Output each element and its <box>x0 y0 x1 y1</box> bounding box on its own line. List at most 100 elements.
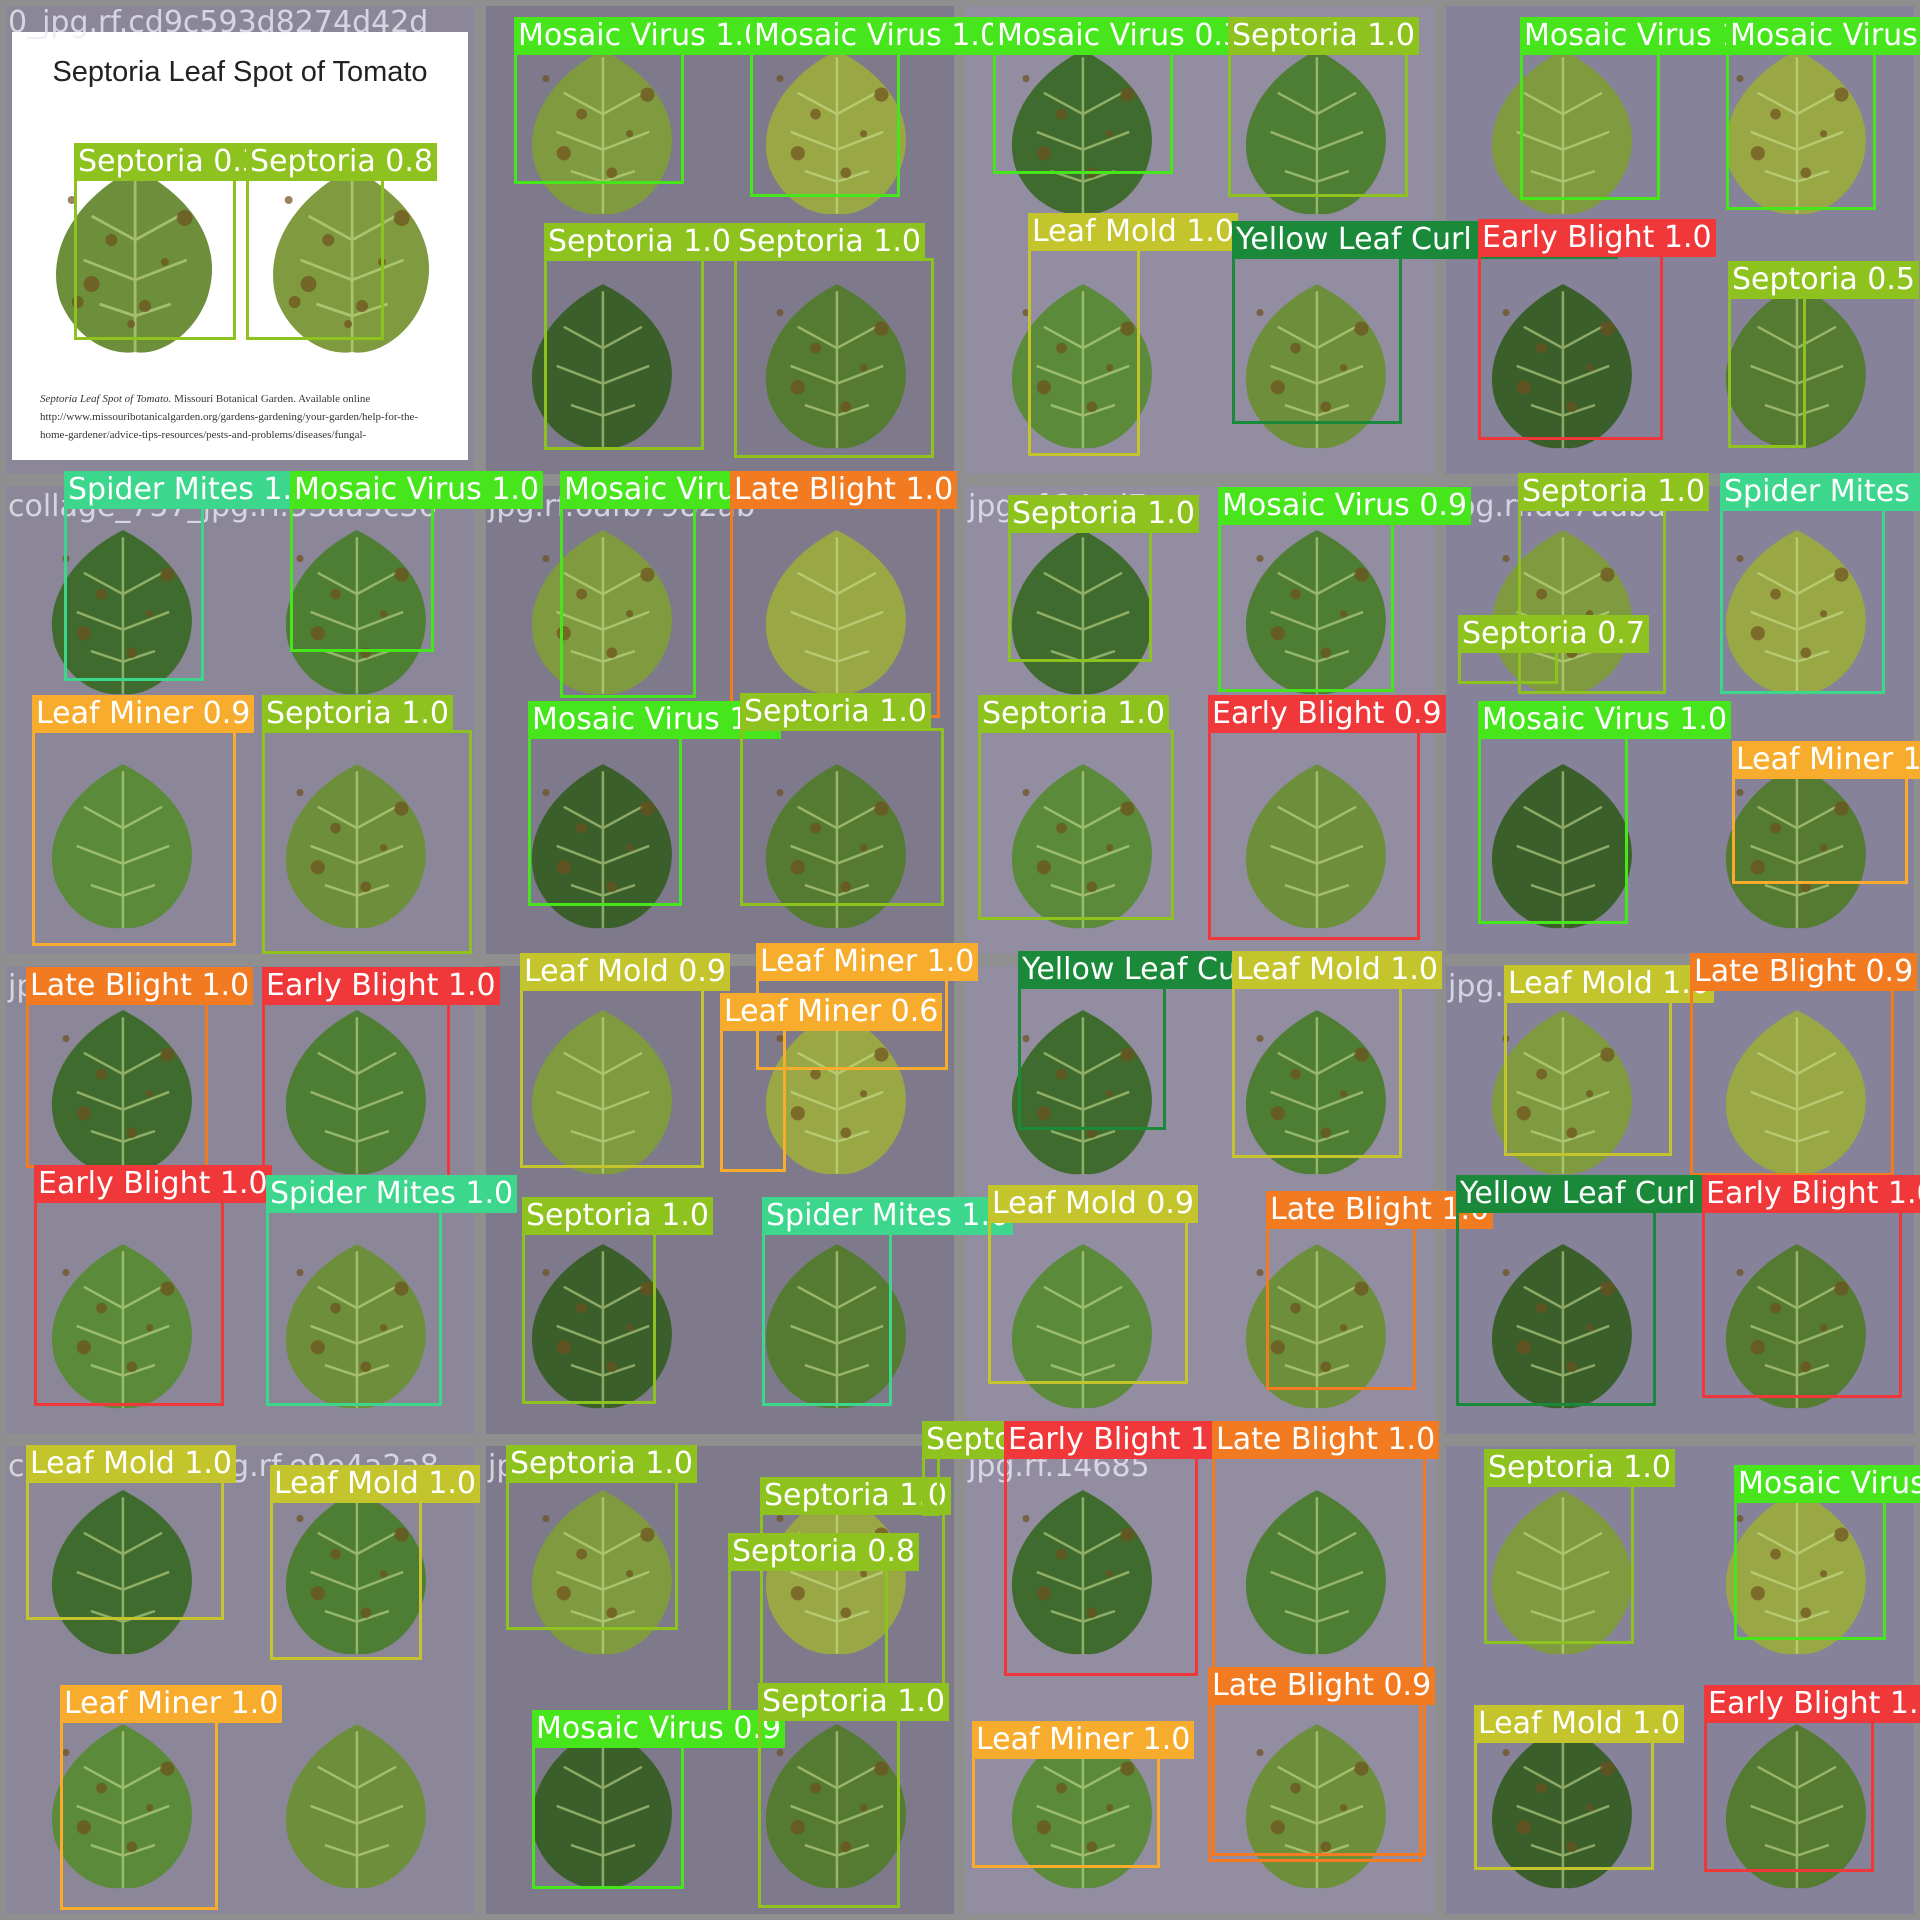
detection-label: Septoria 0.8 <box>246 143 437 181</box>
detection-box: Leaf Mold 1.0 <box>1028 213 1238 456</box>
detection-box: Leaf Mold 1.0 <box>1474 1705 1684 1870</box>
leaf-photo <box>1228 1717 1406 1895</box>
leaf-photo <box>253 160 451 360</box>
leaf-photo <box>1474 1717 1652 1895</box>
detection-label: Mosaic Virus 1.0 <box>1734 1465 1920 1503</box>
leaf-photo <box>1228 43 1406 221</box>
detection-label: Septoria 1.0 <box>522 1197 713 1235</box>
detection-box: Septoria 0.7 <box>1458 615 1649 684</box>
detection-label: Septoria 1.0 <box>734 223 925 261</box>
leaf-photo <box>1474 277 1652 455</box>
detection-label: Early Blight 1.0 <box>1702 1175 1920 1213</box>
detection-box: Late Blight 1.0 <box>26 967 254 1168</box>
detection-box: Septoria 1.0 <box>522 1197 713 1404</box>
leaf-photo <box>34 757 212 935</box>
collage-tile <box>486 1446 954 1914</box>
detection-label: Leaf Miner 1.0 <box>756 943 979 981</box>
detection-box: Mosaic Virus 1.0 <box>1734 1465 1920 1640</box>
detection-label: Septoria 1.0 <box>1518 473 1709 511</box>
detection-box: Leaf Miner 1.0 <box>972 1721 1195 1868</box>
detection-box: Leaf Mold 0.9 <box>988 1185 1198 1384</box>
detection-box: Septoria 1.0 <box>544 223 735 450</box>
leaf-photo <box>268 523 446 701</box>
detection-box: Septoria 1.0 <box>1008 495 1199 662</box>
detection-label: Septoria 1.0 <box>1008 495 1199 533</box>
detection-label: Leaf Mold 1.0 <box>1504 965 1714 1003</box>
detection-label: Septoria 1.0 <box>262 695 453 733</box>
leaf-photo <box>748 277 926 455</box>
detection-box: Late Blight 0.9 <box>1208 1667 1436 1862</box>
detection-box: Late Blight 1.0 <box>730 471 958 718</box>
detection-box: Leaf Mold 1.0 <box>26 1445 236 1620</box>
detection-label: Spider Mites 1.0 <box>64 471 316 509</box>
detection-label: Early Blight 1.0 <box>1004 1421 1242 1459</box>
leaf-photo <box>1708 1237 1886 1415</box>
detection-label: Early Blight 1.0 <box>1478 219 1716 257</box>
detection-box: Mosaic Virus 1.0 <box>528 701 782 906</box>
detection-label: Late Blight 0.9 <box>1208 1667 1436 1705</box>
detection-box: Mosaic Virus 0.3 <box>993 17 1247 174</box>
leaf-photo <box>1228 523 1406 701</box>
leaf-photo <box>1474 1483 1652 1661</box>
detection-label: Mosaic Virus 0.9 <box>532 1710 786 1748</box>
detection-label: Leaf Mold 1.0 <box>1474 1705 1684 1743</box>
leaf-photo <box>994 1237 1172 1415</box>
leaf-photo <box>1474 1237 1652 1415</box>
leaf-photo <box>514 43 692 221</box>
detection-label: Leaf Mold 0.9 <box>520 953 730 991</box>
detection-label: Mosaic Virus 1.0 <box>750 17 1004 55</box>
detection-label: Septoria 1.0 <box>978 695 1169 733</box>
detection-label: Early Blight 1.0 <box>1704 1685 1920 1723</box>
detection-box: Septoria 0.8 <box>246 143 437 340</box>
leaf-photo <box>1708 43 1886 221</box>
leaf-photo <box>994 523 1172 701</box>
leaf-photo <box>1228 757 1406 935</box>
detection-label: Septoria 1.0 <box>760 1477 951 1515</box>
detection-label: Septoria 1.0 <box>740 693 931 731</box>
detection-box: Leaf Miner 1.0 <box>60 1685 283 1910</box>
detection-label: Spider Mites 1.0 <box>1720 473 1920 511</box>
detection-box: Septoria 0.3 <box>74 143 265 340</box>
detection-label: Leaf Mold 1.0 <box>26 1445 236 1483</box>
detection-box: Septoria 0.5 <box>1728 261 1919 448</box>
detection-box: Mosaic Virus 1.0 <box>1726 17 1920 210</box>
detection-box: Mosaic Virus 0.9 <box>532 1710 786 1889</box>
detection-label: Mosaic Virus 1.0 <box>528 701 782 739</box>
leaf-photo <box>994 1003 1172 1181</box>
detection-label: Leaf Mold 1.0 <box>1028 213 1238 251</box>
leaf-photo <box>34 1483 212 1661</box>
detection-box: Septoria 1.0 <box>1484 1449 1675 1644</box>
detection-box: Septoria 1.0 <box>978 695 1174 920</box>
detection-label: Leaf Mold 1.0 <box>1232 951 1442 989</box>
detection-box: Leaf Miner 0.6 <box>720 993 943 1172</box>
detection-label: Leaf Miner 1.0 <box>60 1685 283 1723</box>
detection-box: Septoria 1.0 <box>262 695 472 954</box>
detection-box: Leaf Mold 1.0 <box>1232 951 1442 1158</box>
detection-label: Leaf Miner 1.0 <box>972 1721 1195 1759</box>
detection-box: Leaf Miner 1.0 <box>756 943 979 1070</box>
detection-label: Late Blight 1.0 <box>1266 1191 1494 1229</box>
leaf-photo <box>1474 43 1652 221</box>
caption-source: Septoria Leaf Spot of Tomato. <box>40 393 172 405</box>
leaf-photo <box>994 1483 1172 1661</box>
detection-label: Spider Mites 1.0 <box>762 1197 1014 1235</box>
detection-box: Late Blight 1.0 <box>1212 1421 1440 1856</box>
leaf-photo <box>748 1237 926 1415</box>
detection-box: Early Blight 1.0 <box>1702 1175 1920 1398</box>
leaf-photo <box>1228 1237 1406 1415</box>
detection-label: Late Blight 1.0 <box>730 471 958 509</box>
leaf-photo <box>1474 757 1652 935</box>
detection-box: Early Blight 1.0 <box>1004 1421 1242 1676</box>
detection-label: Leaf Miner 0.6 <box>720 993 943 1031</box>
detection-label: Mosaic Virus 1.0 <box>514 17 768 55</box>
detection-label: Mosaic Virus 1.0 <box>1478 701 1732 739</box>
detection-label: Early Blight 1.0 <box>34 1165 272 1203</box>
leaf-photo <box>268 1483 446 1661</box>
detection-box: Late Blight 1.0 <box>1266 1191 1494 1390</box>
leaf-photo <box>1708 757 1886 935</box>
detection-label: Early Blight 0.9 <box>1208 695 1446 733</box>
detection-label: Septoria 0.7 <box>1458 615 1649 653</box>
detection-box: Leaf Mold 0.9 <box>520 953 730 1168</box>
detection-box: Mosaic Virus 1.0 <box>1478 701 1732 924</box>
